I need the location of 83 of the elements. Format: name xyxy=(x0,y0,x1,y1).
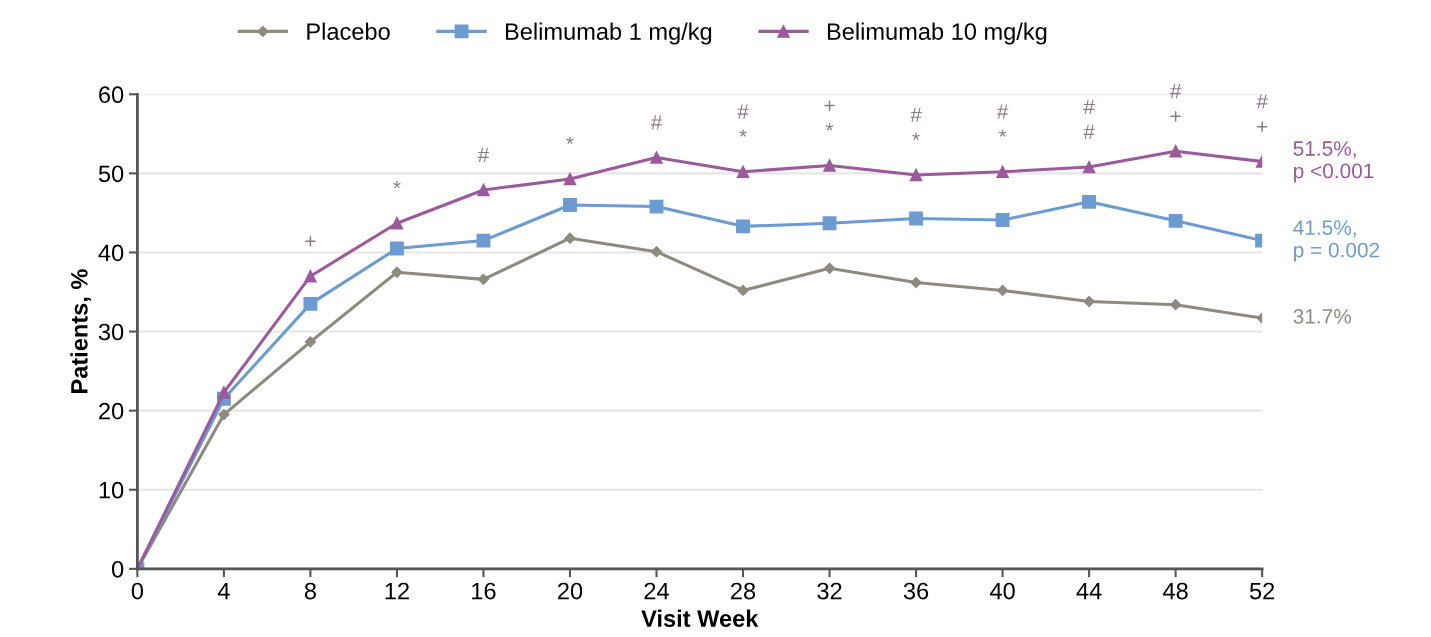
annotation: + xyxy=(1170,111,1181,122)
point xyxy=(563,198,577,212)
point xyxy=(1168,213,1183,228)
x-tick-label: 4 xyxy=(217,582,230,600)
annotation: 31.7% xyxy=(1293,308,1352,324)
x-tick-label: 24 xyxy=(644,582,669,600)
annotation: + xyxy=(824,100,835,111)
annotation: # xyxy=(477,147,490,163)
point xyxy=(1082,160,1096,174)
y-tick-label: 40 xyxy=(98,244,124,262)
point xyxy=(1082,194,1097,209)
x-tick-label: 32 xyxy=(817,582,842,600)
y-axis-title: Patients, % xyxy=(70,269,92,393)
annotation: # xyxy=(1083,124,1095,140)
annotation: # xyxy=(1083,99,1095,115)
point xyxy=(304,269,317,283)
x-tick-label: 28 xyxy=(731,582,756,600)
x-tick-label: 8 xyxy=(304,582,316,600)
point xyxy=(822,216,837,231)
legend-label: Placebo xyxy=(307,22,390,40)
point xyxy=(909,168,923,182)
x-tick-label: 40 xyxy=(989,582,1015,600)
annotation: + xyxy=(1257,121,1268,132)
point xyxy=(736,219,750,234)
point xyxy=(477,273,490,285)
point xyxy=(218,409,230,421)
annotation: # xyxy=(737,104,749,119)
annotation: 41.5%, p = 0.002 xyxy=(1293,220,1380,262)
x-tick-label: 20 xyxy=(558,582,583,600)
point xyxy=(736,165,750,179)
point xyxy=(303,296,318,311)
x-tick-label: 0 xyxy=(131,582,144,600)
point xyxy=(650,151,663,164)
y-tick-label: 20 xyxy=(99,402,124,420)
point xyxy=(1170,299,1182,311)
point xyxy=(650,246,663,258)
annotation: # xyxy=(1256,94,1268,109)
annotation: * xyxy=(998,129,1007,137)
legend-label: Belimumab 1 mg/kg xyxy=(505,22,712,45)
x-tick-label: 48 xyxy=(1163,582,1188,600)
annotation: # xyxy=(910,107,922,123)
point xyxy=(217,386,231,399)
point xyxy=(649,199,664,214)
point xyxy=(910,276,922,289)
point xyxy=(995,213,1010,227)
point xyxy=(996,165,1009,179)
point xyxy=(477,183,490,197)
point xyxy=(564,232,576,244)
point xyxy=(1083,295,1095,308)
point xyxy=(563,172,577,186)
annotation: # xyxy=(650,115,663,130)
point xyxy=(389,241,404,256)
x-tick-label: 36 xyxy=(903,582,929,600)
x-tick-label: 16 xyxy=(472,582,496,600)
x-axis-title: Visit Week xyxy=(641,609,759,627)
annotation: 51.5%, p <0.001 xyxy=(1293,141,1374,183)
x-tick-label: 52 xyxy=(1249,582,1275,600)
point xyxy=(304,336,317,348)
x-tick-label: 44 xyxy=(1076,582,1102,600)
annotation: # xyxy=(996,104,1009,119)
point xyxy=(390,216,404,230)
annotation: * xyxy=(825,123,834,131)
y-tick-label: 10 xyxy=(99,481,124,499)
point xyxy=(391,266,403,278)
y-tick-label: 0 xyxy=(111,560,124,578)
annotation: * xyxy=(739,129,747,137)
annotation: * xyxy=(566,136,574,144)
point xyxy=(909,211,924,226)
y-tick-label: 50 xyxy=(98,165,124,183)
point xyxy=(823,262,836,274)
legend-label: Belimumab 10 mg/kg xyxy=(827,22,1047,45)
annotation: * xyxy=(912,132,920,140)
point xyxy=(823,159,836,172)
point xyxy=(476,233,491,248)
point xyxy=(737,284,749,297)
point xyxy=(996,284,1009,297)
x-tick-label: 12 xyxy=(385,582,409,600)
annotation: * xyxy=(393,180,401,189)
y-tick-label: 60 xyxy=(99,86,124,104)
y-tick-label: 30 xyxy=(98,323,124,341)
point xyxy=(1169,144,1182,158)
annotation: + xyxy=(305,236,316,247)
annotation: # xyxy=(1169,84,1182,99)
